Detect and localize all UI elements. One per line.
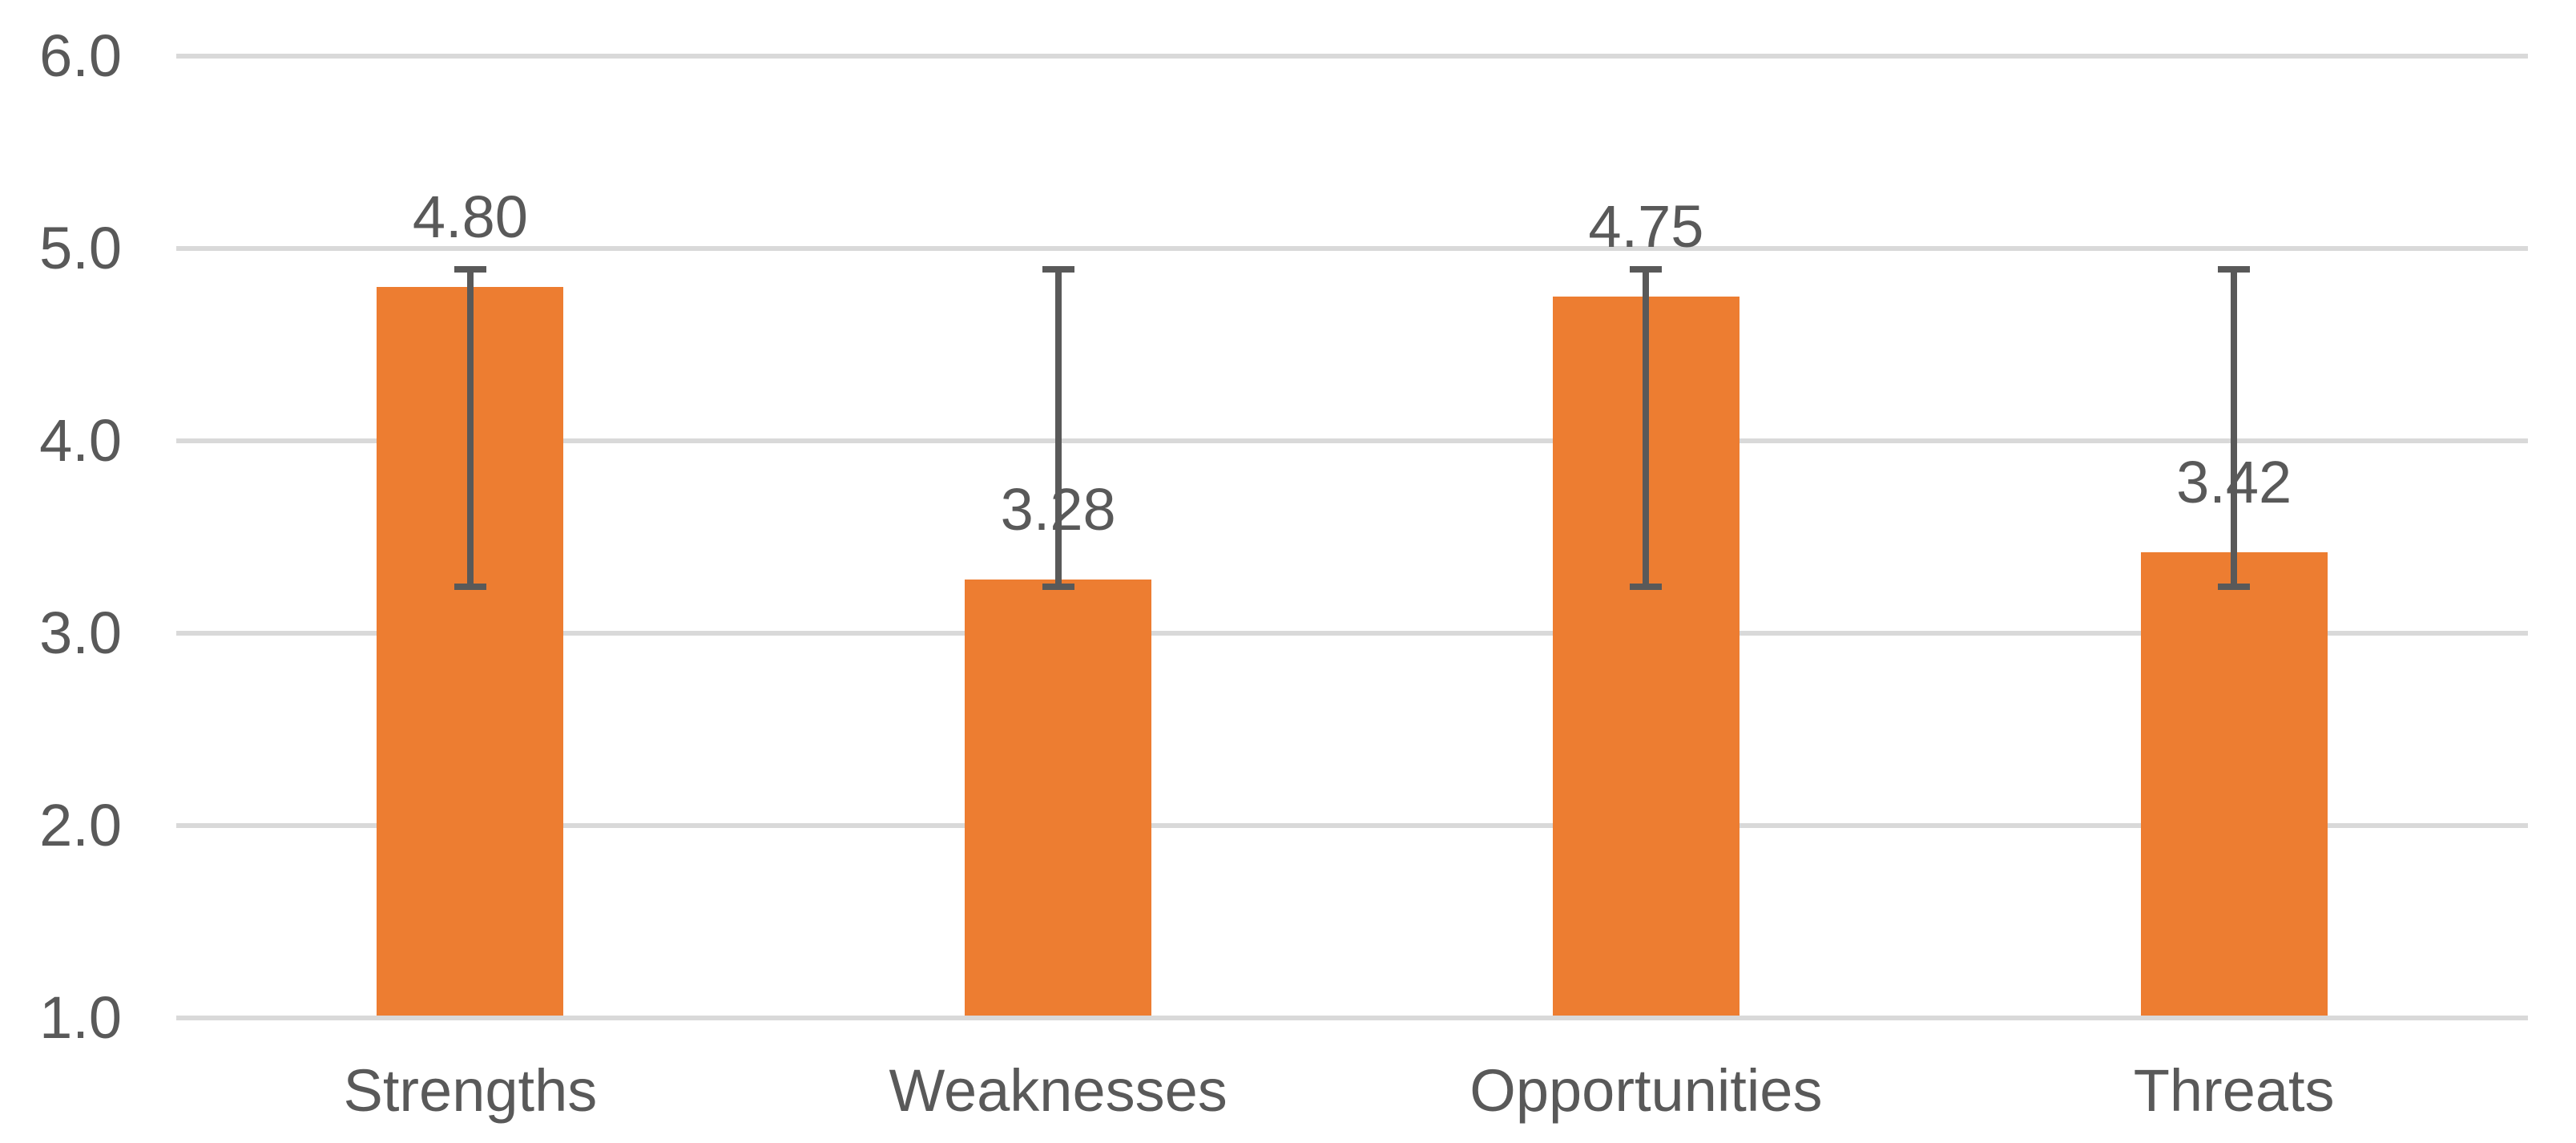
x-axis-label-opportunities: Opportunities — [1469, 1057, 1823, 1124]
x-axis-label-threats: Threats — [2133, 1057, 2335, 1124]
gridline-4.0 — [176, 438, 2528, 443]
y-axis-tick-label: 6.0 — [39, 22, 122, 89]
error-bar-cap-bottom — [454, 584, 486, 591]
data-label-strengths: 4.80 — [412, 183, 528, 250]
gridline-3.0 — [176, 631, 2528, 636]
error-bar-cap-top — [454, 266, 486, 273]
error-bar-strengths — [466, 269, 474, 588]
y-axis-tick-label: 5.0 — [39, 215, 122, 281]
error-bar-weaknesses — [1054, 269, 1062, 588]
gridline-1.0 — [176, 1016, 2528, 1020]
x-axis-label-weaknesses: Weaknesses — [889, 1057, 1228, 1124]
gridline-6.0 — [176, 54, 2528, 59]
data-label-weaknesses: 3.28 — [1000, 475, 1116, 543]
gridline-2.0 — [176, 823, 2528, 828]
gridline-5.0 — [176, 246, 2528, 251]
error-bar-cap-bottom — [1630, 584, 1663, 591]
error-bar-opportunities — [1643, 269, 1650, 588]
y-axis-tick-label: 3.0 — [39, 600, 122, 666]
y-axis-tick-label: 1.0 — [39, 984, 122, 1051]
error-bar-threats — [2231, 269, 2238, 588]
error-bar-cap-bottom — [1042, 584, 1074, 591]
error-bar-cap-top — [1630, 266, 1663, 273]
bar-threats — [2140, 552, 2328, 1016]
x-axis-label-strengths: Strengths — [343, 1057, 598, 1124]
bar-weaknesses — [965, 579, 1152, 1016]
y-axis-tick-label: 2.0 — [39, 792, 122, 858]
data-label-opportunities: 4.75 — [1588, 192, 1704, 260]
data-label-threats: 3.42 — [2176, 449, 2292, 516]
error-bar-cap-top — [2218, 266, 2251, 273]
y-axis-tick-label: 4.0 — [39, 407, 122, 474]
error-bar-cap-bottom — [2218, 584, 2251, 591]
error-bar-cap-top — [1042, 266, 1074, 273]
